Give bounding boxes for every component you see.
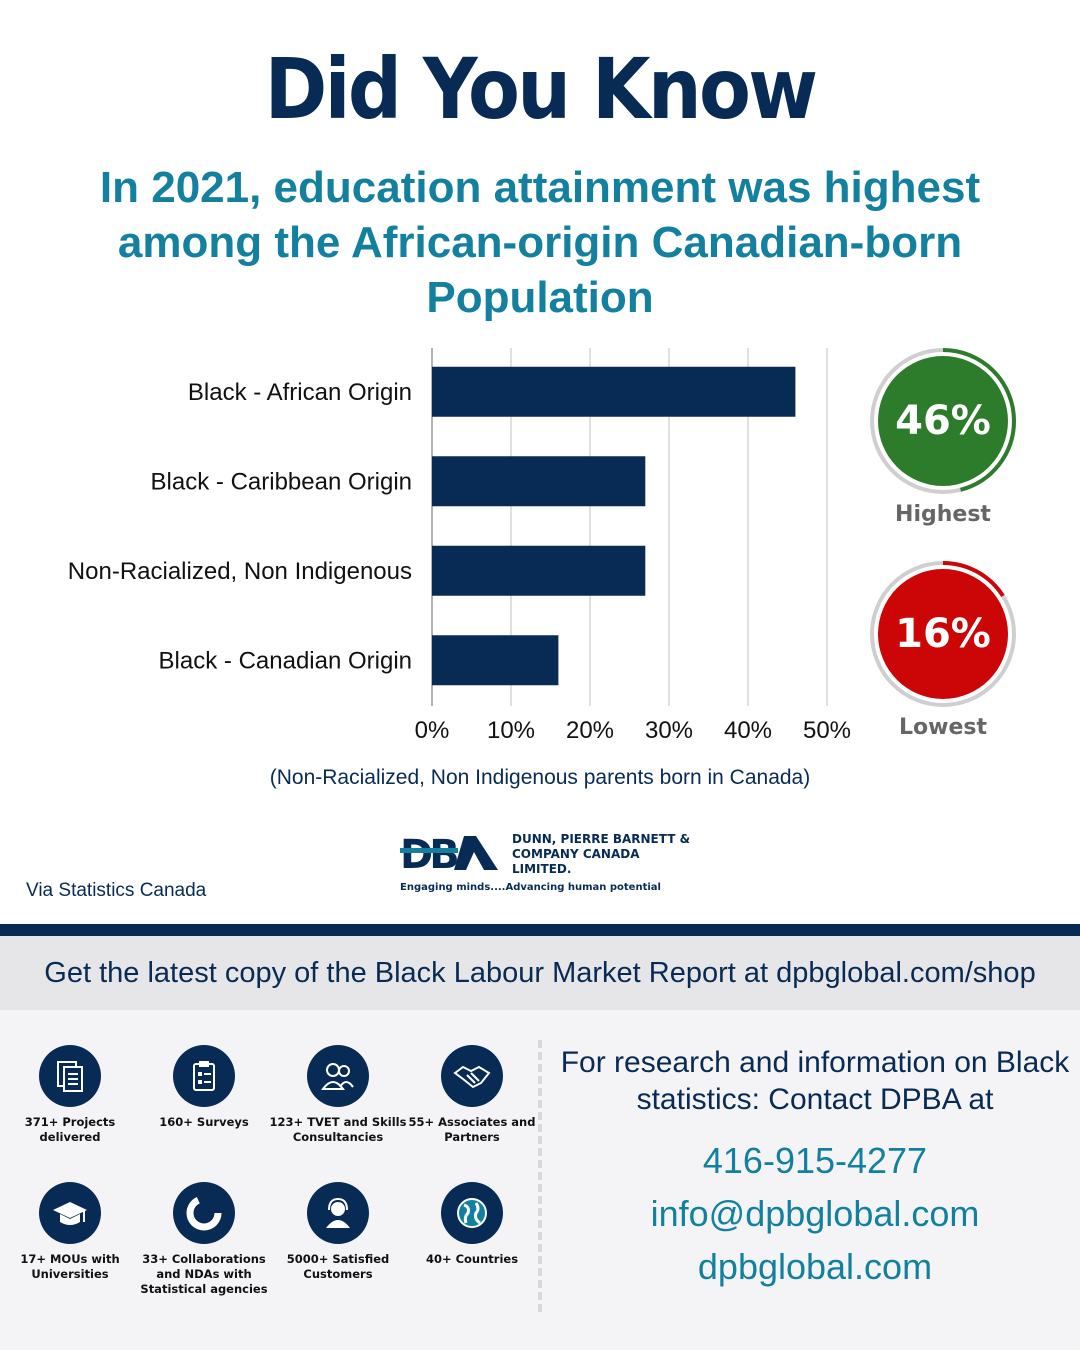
highest-value: 46% — [878, 356, 1008, 486]
feature-countries: 40+ Countries — [402, 1182, 542, 1267]
lowest-label: Lowest — [899, 715, 987, 740]
lowest-stat: 16% Lowest — [870, 561, 1016, 740]
x-tick-label: 20% — [566, 717, 614, 744]
lowest-progress-arc — [870, 561, 1016, 707]
contact-website[interactable]: dpbglobal.com — [697, 1246, 933, 1287]
category-label: Black - African Origin — [188, 379, 412, 406]
footer-divider — [538, 1040, 542, 1312]
category-label: Black - Caribbean Origin — [151, 468, 412, 495]
feature-label: 55+ Associates and Partners — [408, 1115, 536, 1144]
bar — [432, 366, 796, 417]
lowest-ring: 16% — [870, 561, 1016, 707]
report-cta[interactable]: Get the latest copy of the Black Labour … — [0, 936, 1080, 1010]
globe-icon — [441, 1182, 503, 1244]
page-subtitle: In 2021, education attainment was highes… — [99, 163, 981, 322]
contact-email[interactable]: info@dpbglobal.com — [650, 1193, 980, 1234]
bar — [432, 456, 646, 507]
pie-chart-icon — [173, 1182, 235, 1244]
document-icon — [39, 1045, 101, 1107]
feature-surveys: 160+ Surveys — [134, 1045, 274, 1130]
bar — [432, 545, 646, 596]
section-divider — [0, 924, 1080, 936]
dba-logo-mark: DB — [400, 832, 498, 874]
feature-projects: 371+ Projects delivered — [0, 1045, 140, 1145]
bar-chart: 0% 10% 20% 30% 40% 50% Black - African Origin B… — [68, 348, 851, 744]
feature-consultancies: 123+ TVET and Skills Consultancies — [268, 1045, 408, 1145]
feature-label: 160+ Surveys — [159, 1115, 249, 1129]
graduation-cap-icon — [39, 1182, 101, 1244]
page-title: Did You Know — [264, 40, 818, 138]
feature-customers: 5000+ Satisfied Customers — [268, 1182, 408, 1282]
feature-label: 40+ Countries — [425, 1252, 519, 1266]
bar — [432, 635, 559, 686]
feature-label: 5000+ Satisfied Customers — [286, 1252, 390, 1281]
source-credit: Via Statistics Canada — [26, 880, 207, 901]
x-tick-label: 0% — [415, 717, 450, 744]
highest-ring: 46% — [870, 348, 1016, 494]
logo-tagline: Engaging minds....Advancing human potent… — [400, 882, 661, 893]
logo-company-name: DUNN, PIERRE BARNETT & COMPANY CANADA LI… — [512, 832, 691, 876]
chart-note: (Non-Racialized, Non Indigenous parents … — [269, 766, 811, 789]
handshake-icon — [441, 1045, 503, 1107]
x-tick-label: 40% — [724, 717, 772, 744]
feature-label: 33+ Collaborations and NDAs with Statist… — [140, 1252, 268, 1296]
highest-progress-arc — [870, 348, 1016, 494]
feature-label: 123+ TVET and Skills Consultancies — [269, 1115, 407, 1144]
feature-associates: 55+ Associates and Partners — [402, 1045, 542, 1145]
contact-heading: For research and information on Black st… — [560, 1046, 1070, 1116]
feature-collaborations: 33+ Collaborations and NDAs with Statist… — [134, 1182, 274, 1297]
highest-label: Highest — [895, 502, 991, 527]
highest-stat: 46% Highest — [870, 348, 1016, 527]
dpba-logo: DB DUNN, PIERRE BARNETT & COMPANY CANADA… — [400, 830, 700, 900]
feature-label: 371+ Projects delivered — [24, 1115, 116, 1144]
clipboard-icon — [173, 1045, 235, 1107]
category-label: Non-Racialized, Non Indigenous — [68, 558, 412, 585]
headset-icon — [307, 1182, 369, 1244]
feature-label: 17+ MOUs with Universities — [20, 1252, 120, 1281]
x-tick-label: 30% — [645, 717, 693, 744]
x-tick-label: 50% — [803, 717, 851, 744]
feature-mous: 17+ MOUs with Universities — [0, 1182, 140, 1282]
people-icon — [307, 1045, 369, 1107]
lowest-value: 16% — [878, 569, 1008, 699]
contact-phone[interactable]: 416-915-4277 — [702, 1140, 928, 1181]
x-tick-label: 10% — [487, 717, 535, 744]
category-label: Black - Canadian Origin — [159, 647, 412, 674]
